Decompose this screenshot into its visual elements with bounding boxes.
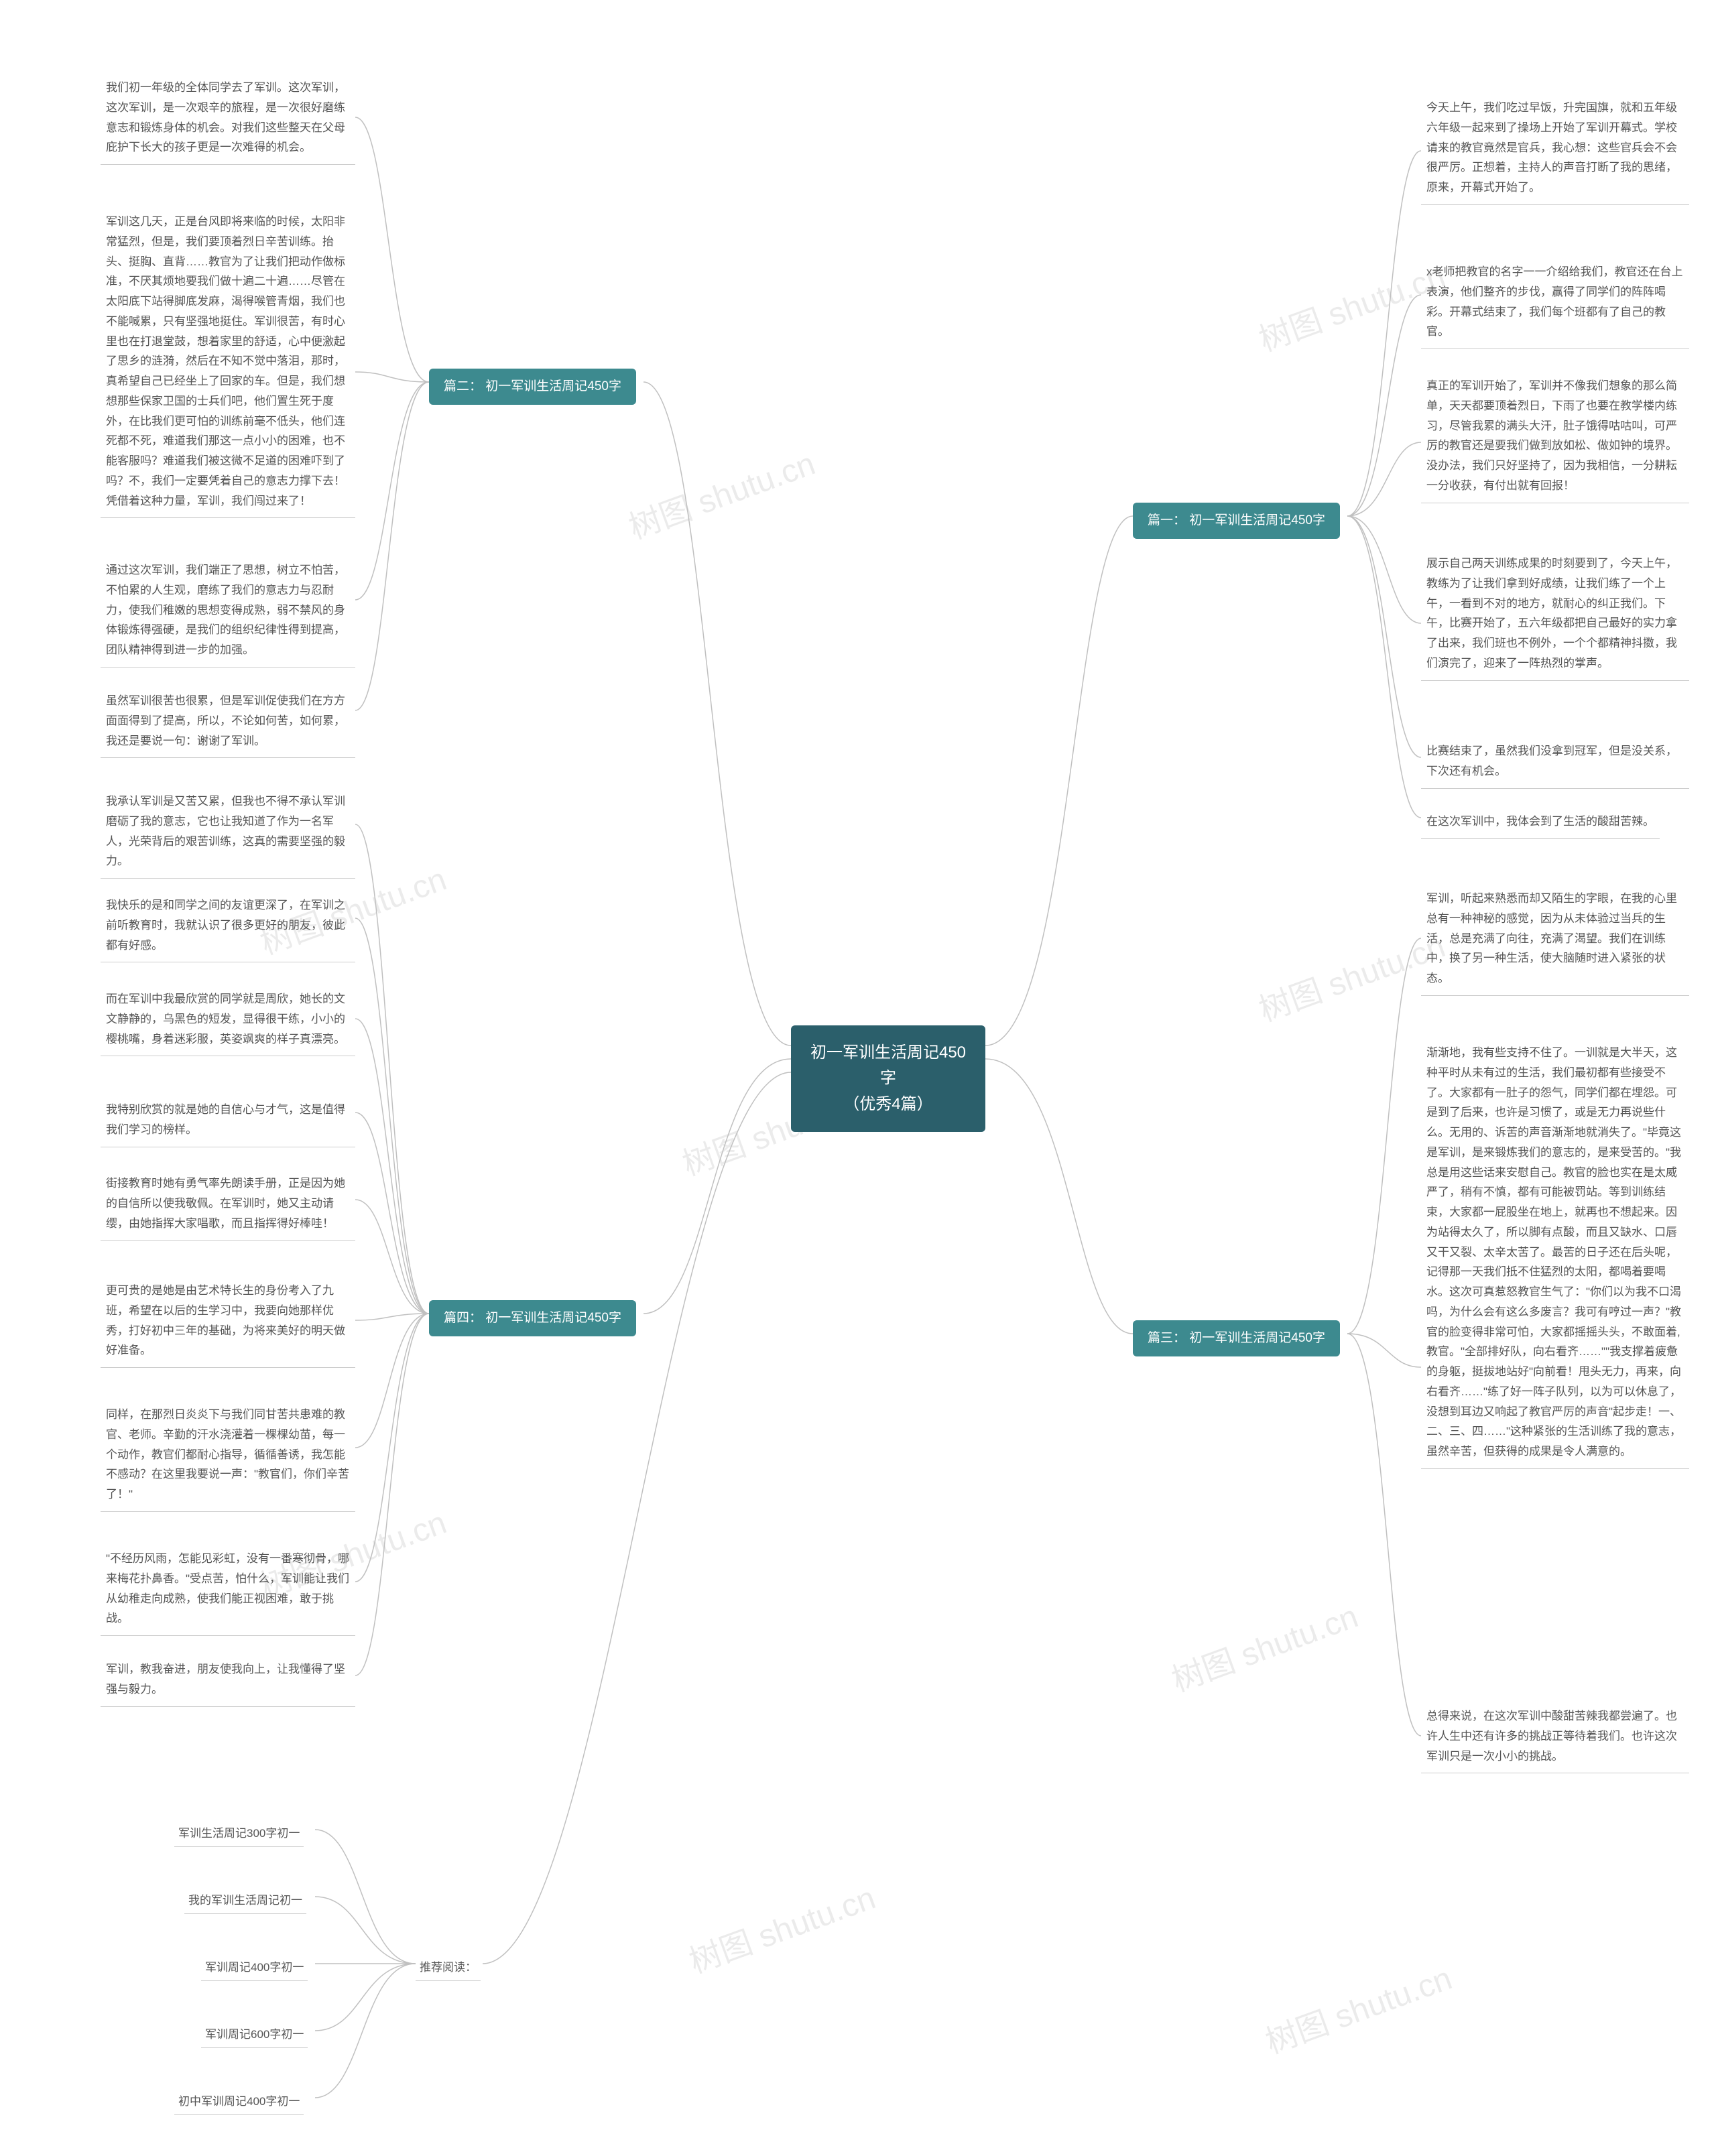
center-topic[interactable]: 初一军训生活周记450字 （优秀4篇） — [791, 1025, 985, 1132]
leaf-c1-3: 真正的军训开始了，军训并不像我们想象的那么简单，天天都要顶着烈日，下雨了也要在教… — [1421, 372, 1689, 503]
watermark: 树图 shutu.cn — [1164, 1590, 1363, 1700]
watermark: 树图 shutu.cn — [1258, 1952, 1457, 2062]
leaf-c1-5: 比赛结束了，虽然我们没拿到冠军，但是没关系，下次还有机会。 — [1421, 737, 1689, 789]
leaf-c1-1: 今天上午，我们吃过早饭，升完国旗，就和五年级六年级一起来到了操场上开始了军训开幕… — [1421, 94, 1689, 205]
center-line1: 初一军训生活周记450字 — [810, 1040, 967, 1092]
leaf-c4-2: 我快乐的是和同学之间的友谊更深了，在军训之前听教育时，我就认识了很多更好的朋友，… — [101, 891, 355, 962]
leaf-c1-4: 展示自己两天训练成果的时刻要到了，今天上午，教练为了让我们拿到好成绩，让我们练了… — [1421, 550, 1689, 681]
rec-item-2[interactable]: 我的军训生活周记初一 — [184, 1889, 306, 1914]
leaf-c1-2: x老师把教官的名字一一介绍给我们，教官还在台上表演，他们整齐的步伐，赢得了同学们… — [1421, 258, 1689, 349]
rec-item-3[interactable]: 军训周记400字初一 — [201, 1956, 308, 1981]
leaf-c3-3: 总得来说，在这次军训中酸甜苦辣我都尝遍了。也许人生中还有许多的挑战正等待着我们。… — [1421, 1702, 1689, 1773]
leaf-c2-3: 通过这次军训，我们端正了思想，树立不怕苦，不怕累的人生观，磨练了我们的意志力与忍… — [101, 556, 355, 668]
leaf-c4-5: 街接教育时她有勇气率先朗读手册，正是因为她的自信所以使我敬佩。在军训时，她又主动… — [101, 1169, 355, 1241]
chapter-4[interactable]: 篇四： 初一军训生活周记450字 — [429, 1300, 636, 1336]
leaf-c4-4: 我特别欣赏的就是她的自信心与才气，这是值得我们学习的榜样。 — [101, 1096, 355, 1147]
rec-item-5[interactable]: 初中军训周记400字初一 — [174, 2090, 304, 2115]
leaf-c1-6: 在这次军训中，我体会到了生活的酸甜苦辣。 — [1421, 808, 1660, 839]
center-line2: （优秀4篇） — [810, 1092, 967, 1117]
leaf-c2-1: 我们初一年级的全体同学去了军训。这次军训，这次军训，是一次艰辛的旅程，是一次很好… — [101, 74, 355, 165]
watermark: 树图 shutu.cn — [682, 1871, 881, 1982]
watermark: 树图 shutu.cn — [621, 437, 820, 548]
leaf-c2-2: 军训这几天，正是台风即将来临的时候，太阳非常猛烈，但是，我们要顶着烈日辛苦训练。… — [101, 208, 355, 518]
rec-item-4[interactable]: 军训周记600字初一 — [201, 2023, 308, 2048]
leaf-c3-1: 军训，听起来熟悉而却又陌生的字眼，在我的心里总有一种神秘的感觉，因为从未体验过当… — [1421, 885, 1689, 996]
leaf-c4-7: 同样，在那烈日炎炎下与我们同甘苦共患难的教官、老师。辛勤的汗水浇灌着一棵棵幼苗，… — [101, 1401, 355, 1512]
leaf-c2-4: 虽然军训很苦也很累，但是军训促使我们在方方面面得到了提高，所以，不论如何苦，如何… — [101, 687, 355, 758]
chapter-1[interactable]: 篇一： 初一军训生活周记450字 — [1133, 503, 1340, 539]
leaf-c4-3: 而在军训中我最欣赏的同学就是周欣，她长的文文静静的，乌黑色的短发，显得很干练，小… — [101, 985, 355, 1056]
chapter-3[interactable]: 篇三： 初一军训生活周记450字 — [1133, 1320, 1340, 1356]
leaf-c4-1: 我承认军训是又苦又累，但我也不得不承认军训磨砺了我的意志，它也让我知道了作为一名… — [101, 787, 355, 879]
chapter-2[interactable]: 篇二： 初一军训生活周记450字 — [429, 369, 636, 405]
recommend-label[interactable]: 推荐阅读： — [416, 1956, 481, 1981]
leaf-c3-2: 渐渐地，我有些支持不住了。一训就是大半天，这种平时从未有过的生活，我们最初都有些… — [1421, 1039, 1689, 1469]
leaf-c4-6: 更可贵的是她是由艺术特长生的身份考入了九班，希望在以后的生学习中，我要向她那样优… — [101, 1277, 355, 1368]
leaf-c4-8: "不经历风雨，怎能见彩虹，没有一番寒彻骨，哪来梅花扑鼻香。"受点苦，怕什么，军训… — [101, 1545, 355, 1636]
leaf-c4-9: 军训，教我奋进，朋友使我向上，让我懂得了坚强与毅力。 — [101, 1655, 355, 1707]
rec-item-1[interactable]: 军训生活周记300字初一 — [174, 1822, 304, 1847]
